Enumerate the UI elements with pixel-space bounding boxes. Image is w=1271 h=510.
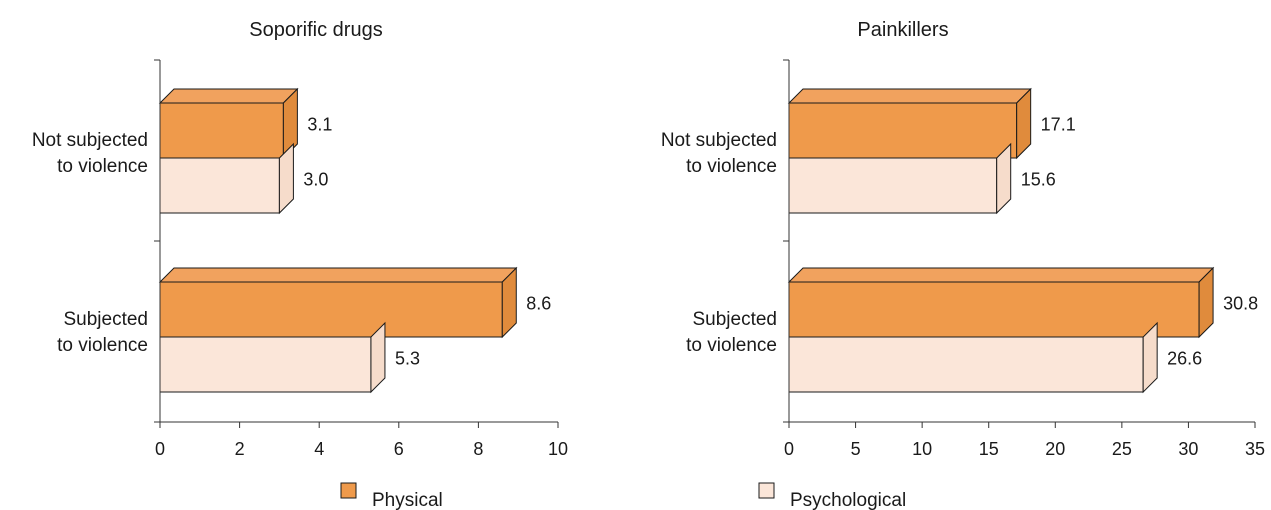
category-label: to violence: [57, 335, 148, 356]
data-label: 3.1: [307, 115, 332, 135]
x-tick-label: 2: [235, 439, 245, 459]
legend-item-physical: Physical: [340, 482, 443, 510]
data-label: 15.6: [1021, 170, 1056, 190]
category-label: Subjected: [63, 309, 148, 330]
category-label: to violence: [686, 335, 777, 356]
bar-front: [159, 336, 372, 393]
category-label: to violence: [686, 156, 777, 177]
bar-psychological-2: [159, 321, 386, 394]
bar-side: [282, 87, 298, 160]
bar-front: [159, 102, 284, 159]
x-tick-label: 15: [979, 439, 999, 459]
bar-front: [159, 157, 280, 214]
data-label: 8.6: [526, 294, 551, 314]
bar-top: [158, 267, 518, 283]
x-tick-label: 35: [1245, 439, 1265, 459]
chart-panel-2: Painkillers 17.1 15.6 Not subjected to viole…: [661, 19, 1265, 459]
x-tick-label: 0: [784, 439, 794, 459]
bar-top: [787, 88, 1032, 104]
category-label: Not subjected: [661, 130, 777, 151]
x-tick-label: 6: [394, 439, 404, 459]
x-tick-label: 10: [548, 439, 568, 459]
legend-swatch: [340, 482, 357, 499]
bar-physical-2: [787, 266, 1215, 339]
bar-psychological-1: [159, 142, 294, 215]
bar-side: [1016, 87, 1032, 160]
bar-front: [788, 336, 1144, 393]
legend-label: Psychological: [790, 490, 906, 510]
bar-front: [788, 157, 998, 214]
chart-title: Soporific drugs: [249, 19, 382, 41]
bar-front: [788, 102, 1018, 159]
bar-front: [159, 281, 503, 338]
chart-panel-1: Soporific drugs 3.1 3.0 Not subjected to vio…: [32, 19, 568, 459]
bar-side: [996, 142, 1012, 215]
bar-physical-1: [787, 87, 1032, 160]
x-tick-label: 4: [314, 439, 324, 459]
data-label: 30.8: [1223, 294, 1258, 314]
bar-physical-2: [158, 266, 518, 339]
x-tick-label: 8: [473, 439, 483, 459]
bar-top: [787, 267, 1215, 283]
x-tick-label: 20: [1045, 439, 1065, 459]
x-tick-label: 0: [155, 439, 165, 459]
data-label: 3.0: [303, 170, 328, 190]
x-tick-label: 5: [851, 439, 861, 459]
x-tick-label: 10: [912, 439, 932, 459]
bar-side: [370, 321, 386, 394]
x-tick-label: 25: [1112, 439, 1132, 459]
data-label: 26.6: [1167, 349, 1202, 369]
bar-front: [788, 281, 1200, 338]
legend-label: Physical: [372, 490, 443, 510]
category-label: Not subjected: [32, 130, 148, 151]
data-label: 17.1: [1041, 115, 1076, 135]
data-label: 5.3: [395, 349, 420, 369]
bar-psychological-2: [788, 321, 1158, 394]
legend-item-psychological: Psychological: [758, 482, 906, 510]
bar-psychological-1: [788, 142, 1012, 215]
bar-side: [501, 266, 517, 339]
chart-title: Painkillers: [857, 19, 948, 41]
category-label: to violence: [57, 156, 148, 177]
x-tick-label: 30: [1178, 439, 1198, 459]
bar-physical-1: [158, 87, 299, 160]
bar-side: [1198, 266, 1214, 339]
bar-side: [278, 142, 294, 215]
category-label: Subjected: [692, 309, 777, 330]
bar-top: [158, 88, 299, 104]
legend-swatch: [758, 482, 775, 499]
bar-side: [1142, 321, 1158, 394]
